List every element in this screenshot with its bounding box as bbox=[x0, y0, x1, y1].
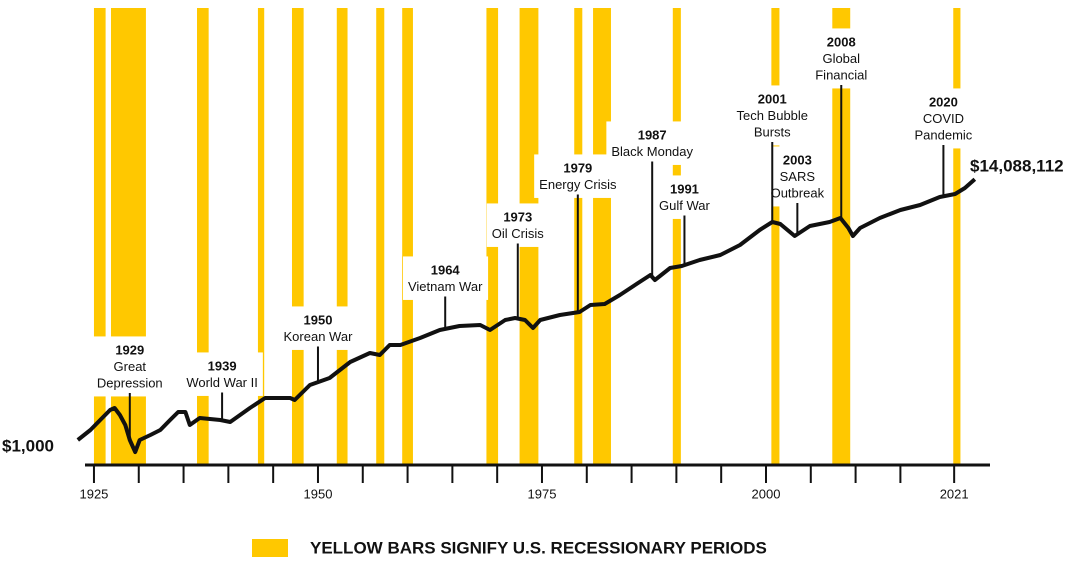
value-label: $14,088,112 bbox=[970, 156, 1064, 175]
annotation-background bbox=[654, 175, 716, 219]
annotation-year: 1991 bbox=[670, 181, 699, 196]
annotation-text: Black Monday bbox=[611, 144, 693, 159]
legend-label: YELLOW BARS SIGNIFY U.S. RECESSIONARY PE… bbox=[310, 538, 767, 557]
labels: 1925 1950 1975 2000 2021 $1,000 $14,088,112 192… bbox=[2, 34, 1064, 501]
annotation-text: Tech Bubble bbox=[736, 108, 808, 123]
annotation-text: SARS bbox=[780, 169, 816, 184]
x-tick-label: 1975 bbox=[528, 486, 557, 501]
label-backgrounds bbox=[91, 28, 978, 397]
annotation-text: Korean War bbox=[284, 329, 354, 344]
recession-bar bbox=[291, 8, 304, 465]
recession-bar bbox=[832, 8, 851, 465]
annotation-year: 2001 bbox=[758, 91, 787, 106]
annotation-background bbox=[606, 121, 699, 165]
annotation-year: 1929 bbox=[115, 342, 144, 357]
x-axis bbox=[85, 463, 990, 483]
annotation-year: 1987 bbox=[638, 127, 667, 142]
annotation-text: Oil Crisis bbox=[492, 226, 544, 241]
annotation: 1973 Oil Crisis bbox=[492, 209, 544, 241]
annotation-text: Vietnam War bbox=[408, 279, 483, 294]
recession-bar bbox=[672, 8, 681, 465]
line-layer bbox=[76, 177, 977, 454]
annotation-text: Financial bbox=[815, 67, 867, 82]
annotation: 1991 Gulf War bbox=[659, 181, 710, 213]
annotation: 1987 Black Monday bbox=[611, 127, 693, 159]
annotation-background bbox=[91, 336, 168, 397]
annotation-text: Great bbox=[114, 359, 147, 374]
annotation-text: COVID bbox=[923, 111, 964, 126]
recession-bar bbox=[771, 8, 780, 465]
recession-bar bbox=[376, 8, 385, 465]
recession-bar bbox=[110, 8, 146, 465]
annotation-background bbox=[278, 306, 359, 350]
annotation-year: 2003 bbox=[783, 152, 812, 167]
annotation: 1964 Vietnam War bbox=[408, 262, 483, 294]
recession-bar bbox=[593, 8, 611, 465]
annotation-text: Gulf War bbox=[659, 198, 710, 213]
annotation-text: Bursts bbox=[754, 124, 791, 139]
x-tick-label: 1950 bbox=[304, 486, 333, 501]
growth-line bbox=[76, 177, 977, 454]
recession-bar bbox=[336, 8, 348, 465]
annotation-background bbox=[731, 85, 814, 146]
recession-bar bbox=[953, 8, 961, 465]
annotation-text: Pandemic bbox=[914, 127, 972, 142]
annotation-background bbox=[765, 146, 830, 207]
annotation-year: 1973 bbox=[503, 209, 532, 224]
annotation-background bbox=[181, 352, 263, 396]
annotation-year: 2008 bbox=[827, 34, 856, 49]
pointers bbox=[128, 85, 945, 440]
annotation-background bbox=[810, 28, 873, 89]
annotation-text: Depression bbox=[97, 375, 163, 390]
recession-bar bbox=[197, 8, 209, 465]
annotation-background bbox=[486, 203, 550, 247]
annotation-background bbox=[402, 256, 489, 300]
annotation-year: 2020 bbox=[929, 94, 958, 109]
annotation-year: 1939 bbox=[208, 358, 237, 373]
x-tick-label: 2000 bbox=[752, 486, 781, 501]
recession-bar bbox=[402, 8, 413, 465]
annotation-text: Outbreak bbox=[771, 185, 825, 200]
x-tick-label: 1925 bbox=[79, 486, 108, 501]
x-tick-label: 2021 bbox=[940, 486, 969, 501]
legend-swatch bbox=[252, 539, 288, 557]
annotation-text: Global bbox=[822, 51, 860, 66]
annotation: 1939 World War II bbox=[186, 358, 258, 390]
recession-bar bbox=[93, 8, 106, 465]
annotation-background bbox=[909, 88, 978, 149]
recession-bar bbox=[257, 8, 265, 465]
annotation-year: 1964 bbox=[431, 262, 461, 277]
annotation: 1950 Korean War bbox=[284, 312, 354, 344]
annotation-text: Energy Crisis bbox=[539, 177, 617, 192]
annotation-year: 1979 bbox=[563, 160, 592, 175]
annotation-text: World War II bbox=[186, 375, 258, 390]
annotation: 1979 Energy Crisis bbox=[539, 160, 617, 192]
annotation-year: 1950 bbox=[304, 312, 333, 327]
value-label: $1,000 bbox=[2, 436, 54, 455]
